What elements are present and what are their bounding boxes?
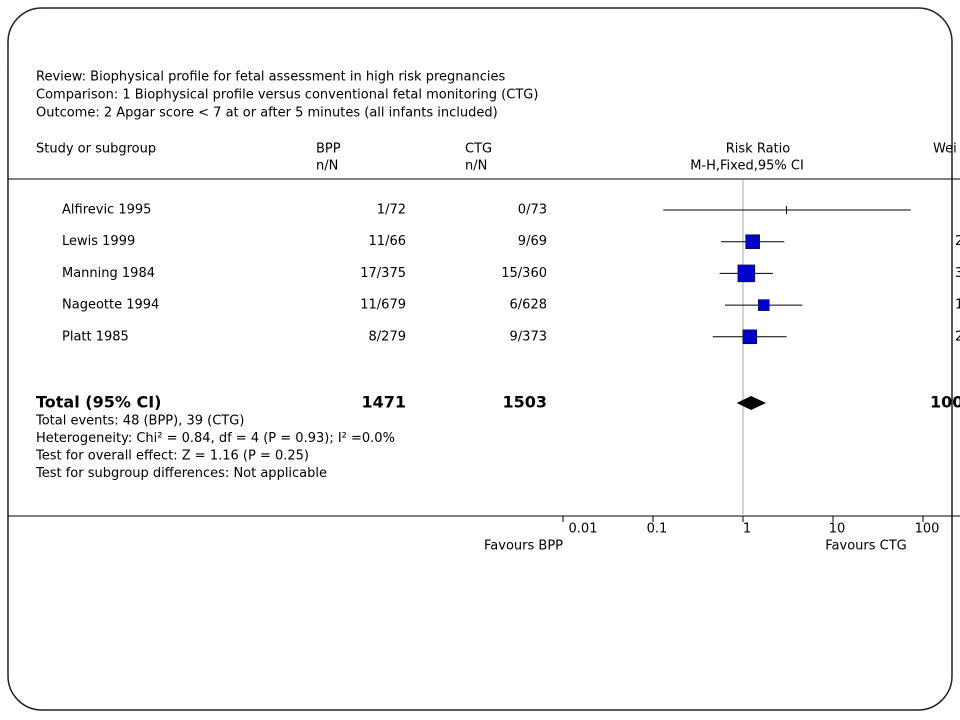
x-tick-label: 10 <box>829 522 846 537</box>
header: BPP <box>316 142 341 157</box>
note: Total events: 48 (BPP), 39 (CTG) <box>35 414 244 429</box>
slide-frame <box>7 7 953 711</box>
ctg: 15/360 <box>501 266 547 281</box>
total-bpp: 1471 <box>361 393 406 412</box>
bpp: 17/375 <box>360 266 406 281</box>
study-name: Alfirevic 1995 <box>62 203 151 218</box>
note: Test for overall effect: Z = 1.16 (P = 0… <box>35 449 309 464</box>
review: Review: Biophysical profile for fetal as… <box>36 70 505 85</box>
bpp: 1/72 <box>377 203 406 218</box>
note: Test for subgroup differences: Not appli… <box>35 466 327 481</box>
ctg: 6/628 <box>510 298 547 313</box>
ctg: 9/69 <box>518 234 547 249</box>
header: Wei <box>933 142 957 157</box>
header: n/N <box>316 159 338 174</box>
estimate <box>742 329 758 345</box>
ctg: 0/73 <box>518 203 547 218</box>
study-name: Nageotte 1994 <box>62 298 159 313</box>
x-tick-label: 100 <box>915 522 940 537</box>
bpp: 8/279 <box>369 329 406 344</box>
x-tick-label: 0.1 <box>647 522 668 537</box>
estimate <box>745 234 760 249</box>
header: M-H,Fixed,95% CI <box>690 159 804 174</box>
weight: 2 <box>955 329 960 344</box>
total-name: Total (95% CI) <box>36 393 161 412</box>
estimate <box>737 264 756 283</box>
total-weight: 100 <box>930 393 960 412</box>
total-ctg: 1503 <box>502 393 547 412</box>
bpp: 11/66 <box>369 234 406 249</box>
comparison: Comparison: 1 Biophysical profile versus… <box>36 88 538 103</box>
study-name: Manning 1984 <box>62 266 155 281</box>
weight: 1 <box>955 298 960 313</box>
header: n/N <box>465 159 487 174</box>
x-tick-label: 1 <box>743 522 751 537</box>
bpp: 11/679 <box>360 298 406 313</box>
header: Risk Ratio <box>726 142 791 157</box>
weight: 3 <box>955 266 960 281</box>
total-diamond <box>736 396 766 410</box>
ctg: 9/373 <box>510 329 547 344</box>
header: Study or subgroup <box>36 142 156 157</box>
outcome: Outcome: 2 Apgar score < 7 at or after 5… <box>36 106 498 121</box>
favours-right: Favours CTG <box>825 539 906 554</box>
favours-left: Favours BPP <box>484 539 563 554</box>
weight: 2 <box>955 234 960 249</box>
x-tick-label: 0.01 <box>569 522 598 537</box>
study-name: Lewis 1999 <box>62 234 135 249</box>
study-name: Platt 1985 <box>62 329 129 344</box>
note: Heterogeneity: Chi² = 0.84, df = 4 (P = … <box>36 431 395 446</box>
estimate <box>757 299 770 311</box>
header: CTG <box>465 142 492 157</box>
